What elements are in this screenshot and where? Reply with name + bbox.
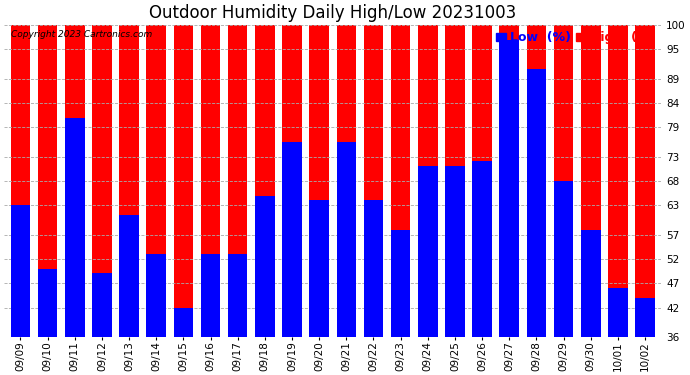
Bar (581, 0, 600, 337)
Bar (228, 0, 248, 337)
Bar (146, 254, 166, 337)
Bar (337, 0, 356, 337)
Bar (10, 205, 30, 337)
Bar (201, 254, 220, 337)
Bar (65, 0, 85, 337)
Bar (418, 166, 437, 337)
Bar (337, 142, 356, 337)
Bar (418, 0, 437, 337)
Bar (174, 0, 193, 337)
Bar (391, 0, 411, 337)
Bar (635, 298, 655, 337)
Bar (282, 0, 302, 337)
Title: Outdoor Humidity Daily High/Low 20231003: Outdoor Humidity Daily High/Low 20231003 (149, 4, 516, 22)
Bar (581, 230, 600, 337)
Bar (526, 0, 546, 337)
Bar (473, 0, 492, 337)
Bar (309, 0, 329, 337)
Bar (255, 195, 275, 337)
Bar (10, 0, 30, 337)
Bar (92, 0, 112, 337)
Bar (391, 230, 411, 337)
Bar (119, 215, 139, 337)
Bar (38, 0, 57, 337)
Bar (445, 166, 465, 337)
Bar (38, 268, 57, 337)
Bar (255, 0, 275, 337)
Bar (554, 0, 573, 337)
Bar (473, 162, 492, 337)
Bar (608, 0, 628, 337)
Bar (364, 0, 383, 337)
Bar (282, 142, 302, 337)
Bar (309, 200, 329, 337)
Bar (201, 0, 220, 337)
Text: Copyright 2023 Cartronics.com: Copyright 2023 Cartronics.com (11, 30, 152, 39)
Bar (228, 254, 248, 337)
Bar (608, 288, 628, 337)
Bar (500, 40, 519, 337)
Bar (146, 0, 166, 337)
Legend: Low  (%), High  (%): Low (%), High (%) (496, 32, 655, 44)
Bar (500, 0, 519, 337)
Bar (65, 118, 85, 337)
Bar (635, 0, 655, 337)
Bar (92, 273, 112, 337)
Bar (526, 69, 546, 337)
Bar (119, 0, 139, 337)
Bar (554, 181, 573, 337)
Bar (364, 200, 383, 337)
Bar (445, 0, 465, 337)
Bar (174, 308, 193, 337)
